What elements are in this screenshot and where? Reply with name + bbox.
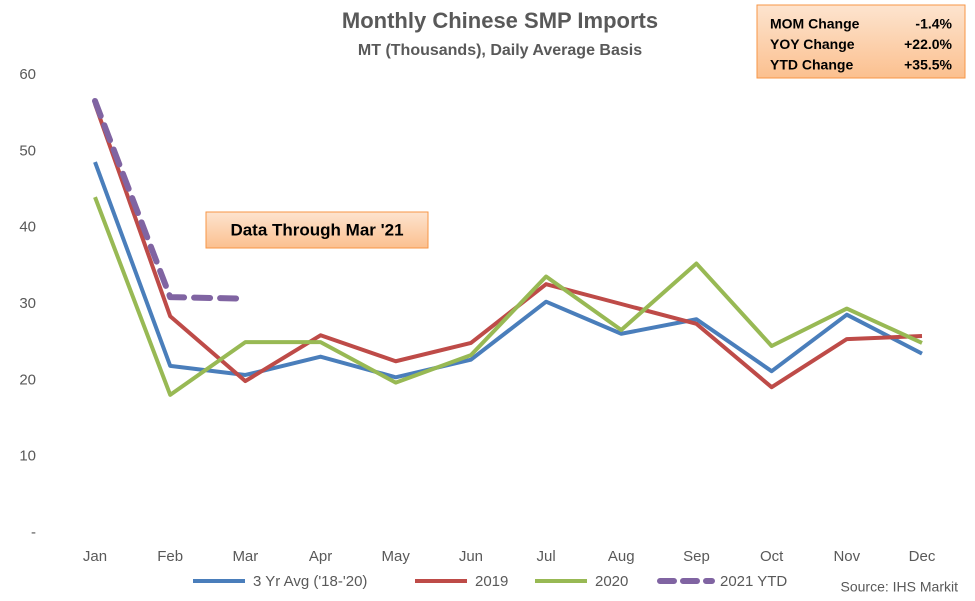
x-tick-label: Jul <box>536 548 555 565</box>
x-tick-label: Jan <box>83 548 107 565</box>
series-line <box>93 196 923 397</box>
x-tick-label: Feb <box>157 548 183 565</box>
x-tick-label: Jun <box>459 548 483 565</box>
x-tick-label: Apr <box>309 548 332 565</box>
legend-label: 3 Yr Avg ('18-'20) <box>253 573 367 590</box>
chart-subtitle: MT (Thousands), Daily Average Basis <box>358 42 642 59</box>
legend-label: 2019 <box>475 573 508 590</box>
x-tick-label: Aug <box>608 548 635 565</box>
y-tick-label: - <box>31 524 36 541</box>
source: Source: IHS Markit <box>841 579 959 595</box>
stat-label: YTD Change <box>770 57 853 73</box>
annotation: Data Through Mar '21 <box>230 220 403 239</box>
stat-label: MOM Change <box>770 16 860 32</box>
y-tick-label: 10 <box>19 448 36 465</box>
x-tick-label: Nov <box>833 548 860 565</box>
series-line <box>92 97 249 302</box>
y-tick-label: 20 <box>19 371 36 388</box>
legend-label: 2021 YTD <box>720 573 787 590</box>
annotation-box <box>205 211 429 249</box>
series-line <box>93 161 923 380</box>
x-tick-label: May <box>382 548 411 565</box>
stat-value: +22.0% <box>904 36 952 52</box>
stat-value: -1.4% <box>915 16 952 32</box>
legend-label: 2020 <box>595 573 628 590</box>
stat-value: +35.5% <box>904 57 952 73</box>
stats-box <box>756 4 966 79</box>
chart-title: Monthly Chinese SMP Imports <box>342 8 658 33</box>
stat-label: YOY Change <box>770 36 855 52</box>
x-tick-label: Dec <box>909 548 936 565</box>
y-tick-label: 50 <box>19 142 36 159</box>
y-tick-label: 40 <box>19 219 36 236</box>
x-tick-label: Sep <box>683 548 710 565</box>
y-tick-label: 60 <box>19 66 36 83</box>
x-tick-label: Mar <box>232 548 258 565</box>
x-tick-label: Oct <box>760 548 784 565</box>
y-tick-label: 30 <box>19 295 36 312</box>
